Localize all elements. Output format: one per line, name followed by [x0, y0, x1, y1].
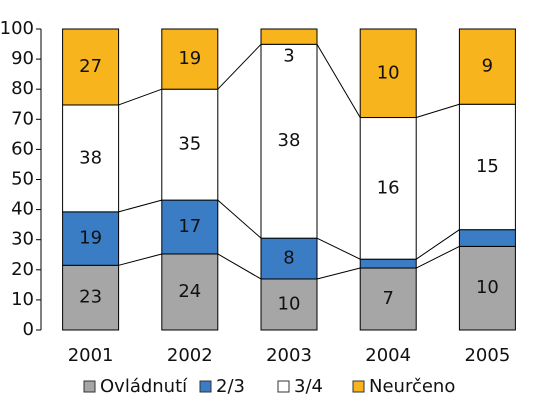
bar-segment — [359, 28, 417, 119]
connector-line — [316, 237, 361, 260]
connector-line — [118, 253, 162, 266]
data-label: 23 — [79, 287, 102, 308]
legend-label: Ovládnutí — [100, 376, 188, 397]
data-label: 15 — [476, 156, 499, 177]
connector-line — [415, 245, 460, 269]
x-tick-label: 2001 — [68, 345, 114, 366]
data-label: 19 — [178, 48, 201, 69]
data-label: 38 — [79, 147, 102, 168]
y-tick-label: 90 — [11, 48, 34, 69]
data-label: 9 — [482, 56, 493, 77]
y-tick-label: 50 — [11, 169, 34, 190]
connector-line — [415, 229, 460, 260]
legend-swatch — [199, 380, 212, 393]
x-tick-label: 2004 — [365, 345, 411, 366]
connector-line — [316, 44, 361, 118]
x-tick-label: 2003 — [266, 345, 312, 366]
bar-segment — [161, 88, 219, 201]
y-tick-label: 80 — [11, 78, 34, 99]
bar-segment — [161, 199, 219, 255]
y-tick-label: 100 — [0, 18, 34, 39]
connector-line — [118, 199, 162, 213]
bar-segment — [62, 28, 120, 106]
data-label: 10 — [377, 62, 400, 83]
bar-segment — [260, 237, 318, 280]
x-tick-label: 2005 — [464, 345, 510, 366]
bar-segment — [62, 264, 120, 331]
legend-label: Neurčeno — [369, 376, 455, 397]
connector-line — [416, 103, 460, 119]
data-label: 7 — [382, 288, 393, 309]
legend-label: 2/3 — [216, 376, 245, 397]
data-label: 27 — [79, 56, 102, 77]
bar-segment — [260, 28, 318, 45]
y-tick-label: 0 — [23, 319, 34, 340]
data-label: 19 — [79, 228, 102, 249]
y-tick-label: 40 — [11, 199, 34, 220]
data-label: 16 — [377, 177, 400, 198]
connector-line — [217, 43, 262, 90]
connector-line — [316, 267, 361, 280]
y-tick-label: 30 — [11, 229, 34, 250]
data-label: 35 — [178, 134, 201, 155]
connector-line — [118, 88, 162, 106]
y-tick-label: 20 — [11, 259, 34, 280]
legend-label: 3/4 — [294, 376, 323, 397]
bar-segment — [458, 28, 516, 105]
bar-segment — [458, 103, 516, 231]
data-label: 17 — [178, 216, 201, 237]
y-tick-label: 60 — [11, 138, 34, 159]
bar-segment — [359, 258, 417, 269]
legend-swatch — [277, 380, 290, 393]
data-label: 38 — [278, 130, 301, 151]
bar-segment — [359, 267, 417, 331]
legend-swatch — [352, 380, 365, 393]
y-tick-label: 70 — [11, 108, 34, 129]
data-label: 10 — [476, 277, 499, 298]
bar-segment — [161, 28, 219, 90]
data-label: 24 — [178, 281, 201, 302]
bar-segment — [458, 229, 516, 247]
connector-line — [217, 253, 262, 280]
data-label: 3 — [283, 45, 294, 66]
data-label: 10 — [278, 293, 301, 314]
connector-line — [217, 199, 262, 239]
x-tick-label: 2002 — [167, 345, 213, 366]
bar-segment — [161, 253, 219, 331]
data-label: 8 — [283, 248, 294, 269]
legend-swatch — [83, 380, 96, 393]
bar-segment — [260, 43, 318, 239]
y-tick-label: 10 — [11, 289, 34, 310]
